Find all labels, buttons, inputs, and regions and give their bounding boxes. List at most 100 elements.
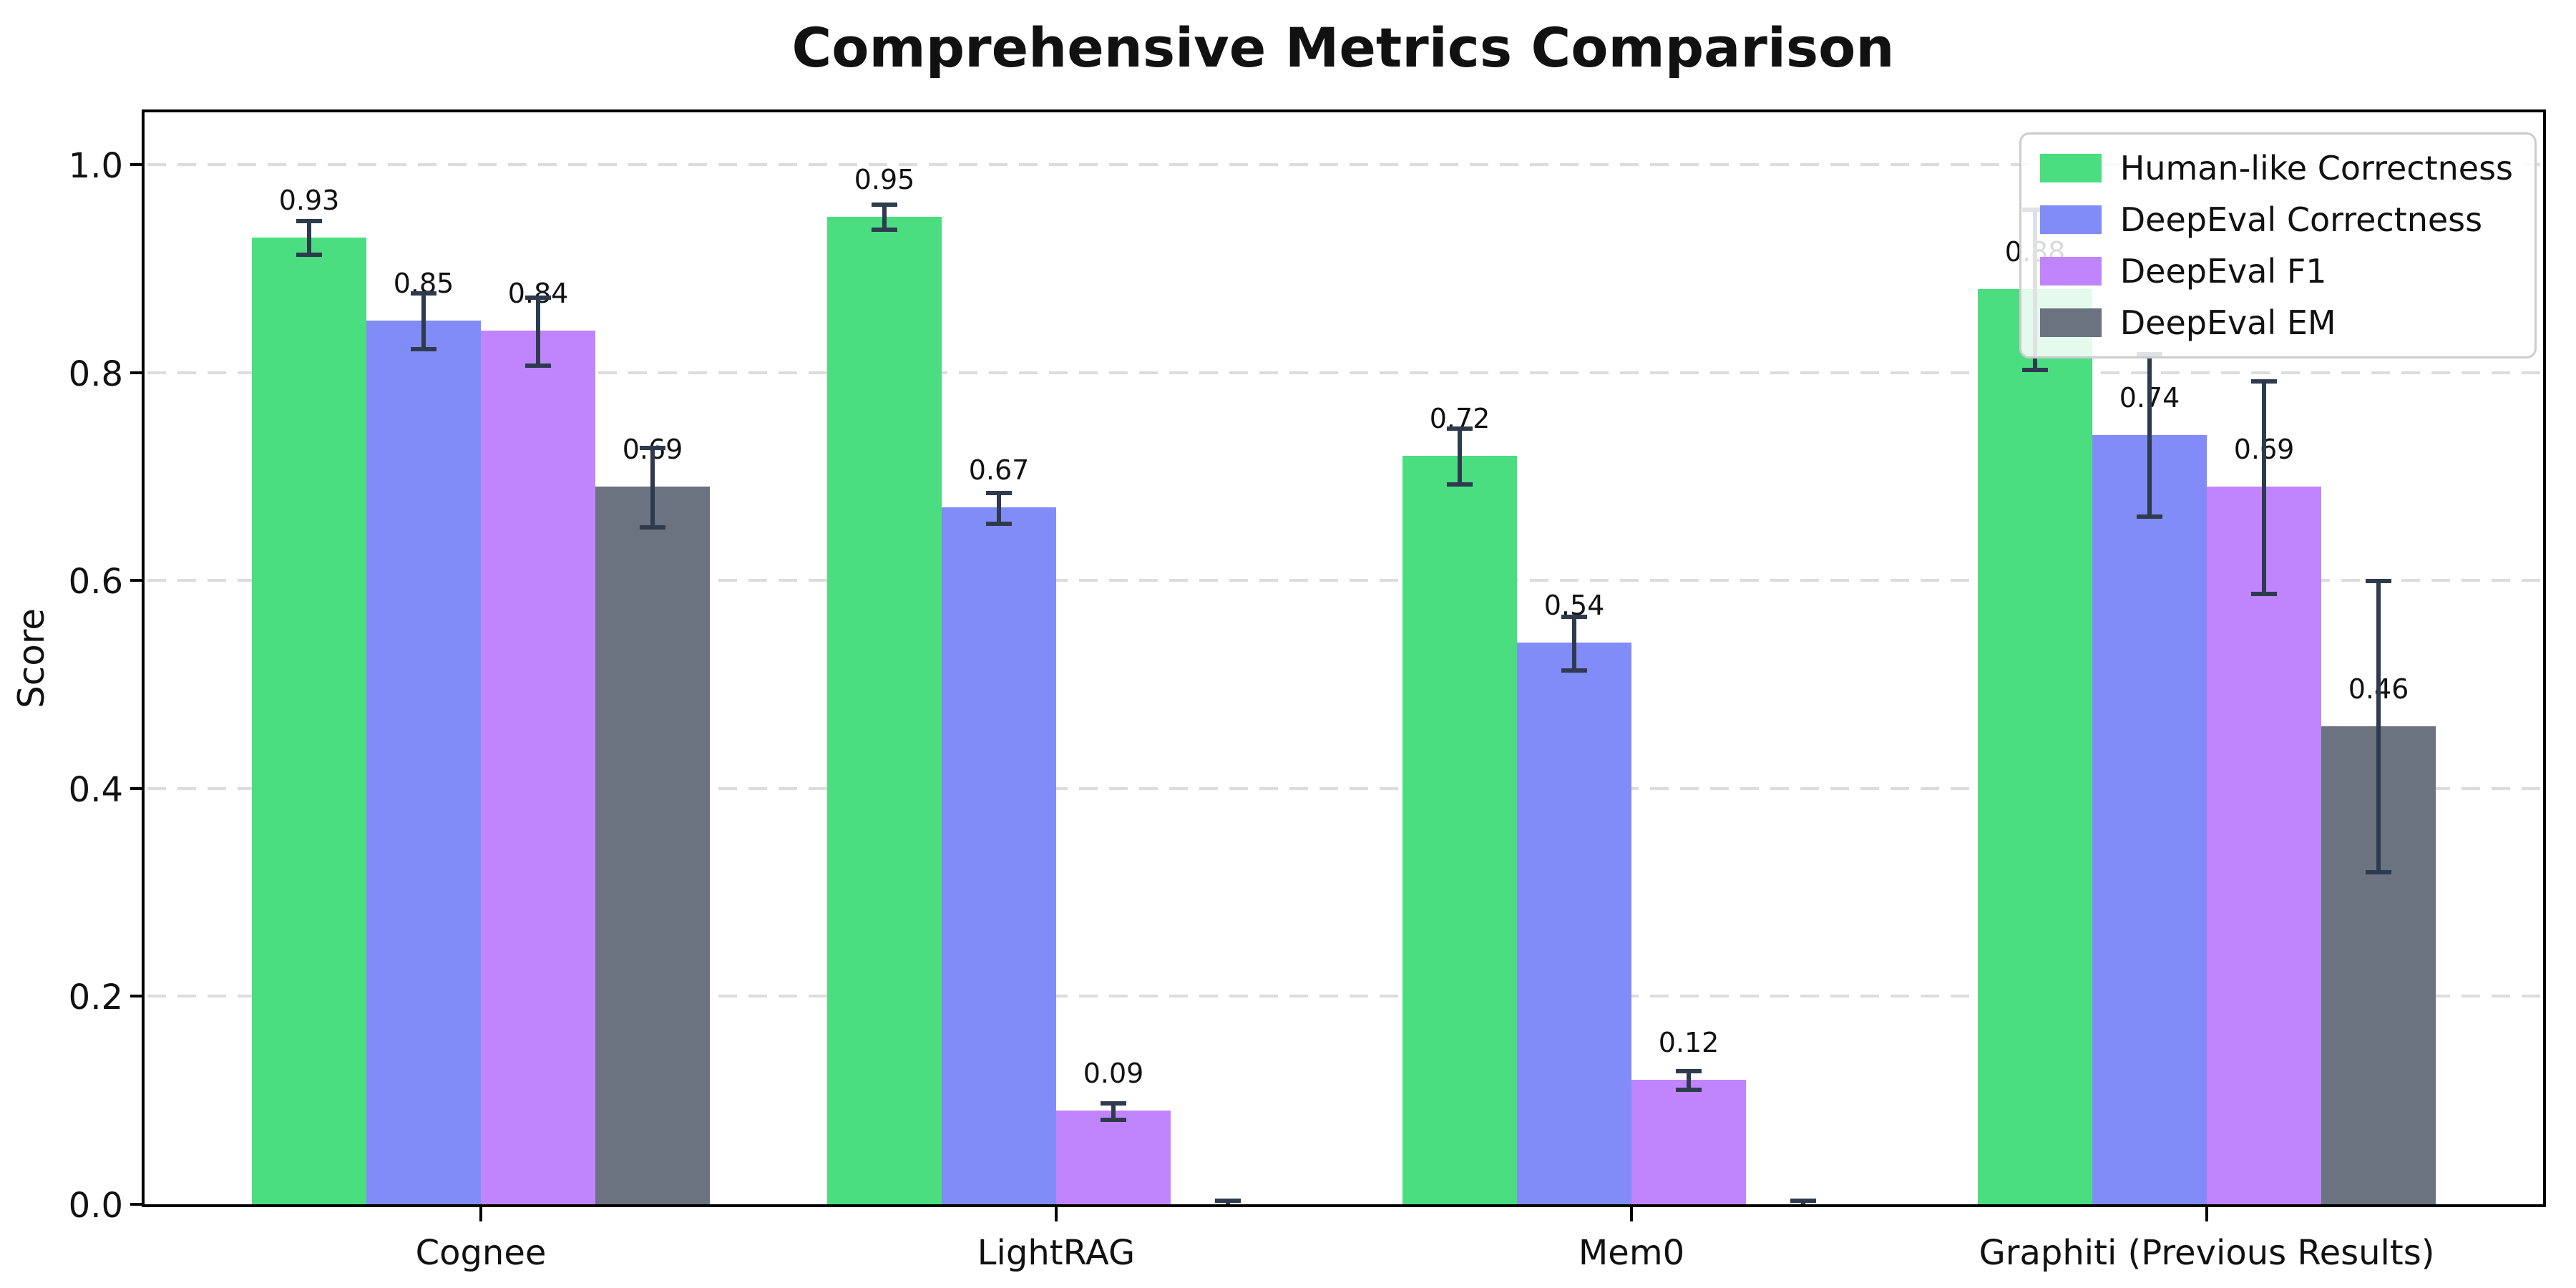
error-bar xyxy=(650,447,655,527)
legend-item-label: Human-like Correctness xyxy=(2119,149,2513,187)
error-bar-cap-top xyxy=(2251,379,2277,384)
error-bar-cap-bottom xyxy=(296,252,322,257)
error-bar-cap-bottom xyxy=(986,522,1012,527)
legend-item-label: DeepEval F1 xyxy=(2119,252,2327,291)
error-bar xyxy=(1687,1070,1691,1089)
error-bar-cap-bottom xyxy=(411,347,436,352)
legend-item: Human-like Correctness xyxy=(2039,149,2513,187)
error-bar xyxy=(2376,580,2381,872)
bar-deepeval-em xyxy=(595,487,710,1204)
error-bar-cap-bottom xyxy=(1101,1117,1126,1122)
y-axis-label: Score xyxy=(11,608,52,709)
gridline xyxy=(147,163,2540,166)
error-bar xyxy=(2147,353,2152,517)
legend-item: DeepEval F1 xyxy=(2039,252,2513,291)
error-bar-cap-bottom xyxy=(640,525,665,530)
y-tick-mark xyxy=(130,1203,143,1206)
y-tick-mark xyxy=(130,163,143,166)
x-tick-label: LightRAG xyxy=(977,1233,1136,1273)
error-bar-cap-bottom xyxy=(1561,668,1587,673)
bar-deepeval-f1 xyxy=(481,331,595,1204)
bar-deepeval-correctness xyxy=(942,507,1056,1204)
error-bar-cap-bottom xyxy=(2251,591,2277,596)
error-bar xyxy=(1111,1102,1116,1119)
y-tick-mark xyxy=(130,786,143,790)
error-bar-cap-bottom xyxy=(1676,1087,1702,1092)
y-tick-label: 0.2 xyxy=(68,977,123,1018)
error-bar xyxy=(1572,615,1576,670)
error-bar-cap-top xyxy=(640,446,665,451)
x-tick-label: Graphiti (Previous Results) xyxy=(1979,1233,2435,1273)
bar-human-like-correctness xyxy=(1402,455,1517,1204)
error-bar xyxy=(882,204,887,230)
error-bar-cap-bottom xyxy=(2137,514,2162,519)
x-tick-mark xyxy=(2205,1207,2208,1221)
error-bar-cap-bottom xyxy=(525,364,551,369)
x-tick-mark xyxy=(1055,1207,1058,1221)
bar-value-label: 0.67 xyxy=(968,454,1030,487)
error-bar-cap-top xyxy=(1561,614,1587,619)
bar-human-like-correctness xyxy=(827,216,942,1204)
bar-deepeval-correctness xyxy=(1517,643,1631,1204)
y-tick-label: 0.8 xyxy=(68,353,123,394)
bar-human-like-correctness xyxy=(1978,289,2092,1204)
error-bar xyxy=(997,492,1001,524)
legend-item: DeepEval Correctness xyxy=(2039,200,2513,239)
bar-deepeval-f1 xyxy=(1631,1079,1746,1204)
bar-value-label: 0.95 xyxy=(854,163,915,195)
error-bar-cap-bottom xyxy=(2022,368,2048,373)
y-tick-mark xyxy=(130,995,143,998)
error-bar-cap-top xyxy=(872,203,897,208)
error-bar-cap-top xyxy=(296,219,322,224)
bar-value-label: 0.09 xyxy=(1083,1058,1144,1090)
error-bar xyxy=(307,220,311,254)
error-bar xyxy=(2262,381,2266,593)
y-tick-mark xyxy=(130,371,143,374)
x-tick-label: Cognee xyxy=(415,1233,547,1273)
error-bar-cap-top xyxy=(411,291,436,296)
error-bar-cap-bottom xyxy=(2366,870,2391,875)
error-bar xyxy=(536,296,540,366)
gridline xyxy=(147,786,2540,790)
legend-swatch xyxy=(2039,308,2102,337)
bar-deepeval-f1 xyxy=(1056,1111,1171,1204)
error-bar xyxy=(1458,427,1462,484)
legend-item-label: DeepEval EM xyxy=(2119,303,2336,342)
error-bar-cap-top xyxy=(2366,579,2391,584)
y-tick-label: 1.0 xyxy=(68,146,123,186)
y-tick-label: 0.6 xyxy=(68,562,123,602)
bar-deepeval-correctness xyxy=(366,320,481,1204)
error-bar-cap-bottom xyxy=(872,228,897,233)
error-bar-cap-bottom xyxy=(1447,482,1473,487)
error-bar xyxy=(421,292,426,349)
legend-item: DeepEval EM xyxy=(2039,303,2513,342)
x-tick-label: Mem0 xyxy=(1578,1233,1685,1273)
bar-deepeval-correctness xyxy=(2092,434,2207,1204)
legend-swatch xyxy=(2039,257,2102,286)
y-tick-label: 0.4 xyxy=(68,769,123,810)
bar-human-like-correctness xyxy=(252,237,366,1204)
bar-deepeval-f1 xyxy=(2207,487,2321,1204)
error-bar-cap-top xyxy=(1447,426,1473,431)
y-tick-label: 0.0 xyxy=(68,1186,123,1226)
error-bar-cap-top xyxy=(1790,1199,1816,1204)
error-bar-cap-top xyxy=(1676,1068,1702,1073)
error-bar-cap-top xyxy=(1101,1101,1126,1106)
gridline xyxy=(147,579,2540,582)
y-tick-mark xyxy=(130,579,143,582)
bar-value-label: 0.93 xyxy=(278,184,340,216)
legend-item-label: DeepEval Correctness xyxy=(2119,200,2483,239)
x-tick-mark xyxy=(1630,1207,1633,1221)
error-bar-cap-top xyxy=(1215,1199,1241,1204)
error-bar-cap-top xyxy=(986,490,1012,495)
legend-swatch xyxy=(2039,205,2102,234)
legend-swatch xyxy=(2039,154,2102,182)
bar-value-label: 0.12 xyxy=(1658,1026,1719,1058)
gridline xyxy=(147,371,2540,374)
error-bar-cap-top xyxy=(525,295,551,300)
legend: Human-like Correctness DeepEval Correctne… xyxy=(2019,132,2537,358)
x-tick-mark xyxy=(479,1207,482,1221)
gridline xyxy=(147,995,2540,998)
chart-title: Comprehensive Metrics Comparison xyxy=(791,16,1895,79)
